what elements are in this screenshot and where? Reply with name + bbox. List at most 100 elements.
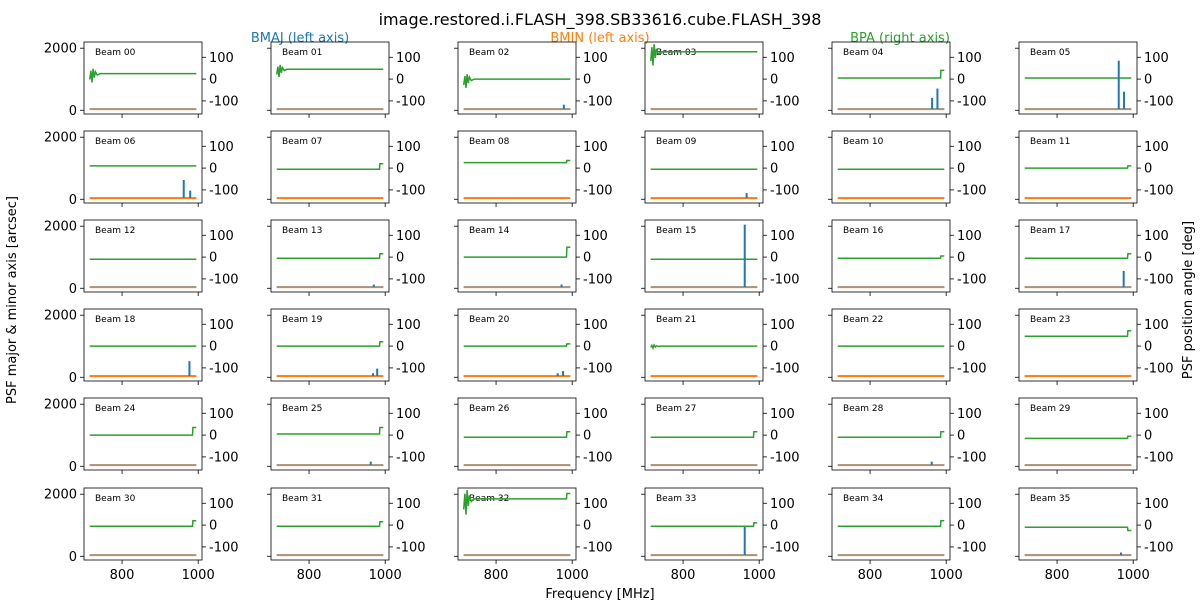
beam-panel: 100 0 -100 Beam 26: [454, 397, 613, 474]
right-tick-label: 0: [583, 251, 591, 266]
right-tick-label: 100: [583, 497, 608, 512]
right-tick-label: 0: [957, 519, 965, 534]
right-tick-label: -100: [583, 183, 613, 198]
bpa-line: [837, 519, 945, 527]
right-tick-label: 0: [1144, 162, 1152, 177]
beam-panel: 100 0 -100 Beam 04: [828, 41, 987, 118]
beam-panel: 0 2000 100 0 -100 Beam 06: [44, 130, 239, 208]
panel-frame: [1018, 219, 1138, 293]
right-tick-label: -100: [1144, 94, 1174, 109]
legend-bpa: BPA (right axis): [850, 31, 950, 46]
bpa-line: [1024, 165, 1132, 169]
beam-panel: 100 0 -100 Beam 11: [1015, 130, 1174, 207]
right-tick-label: 100: [209, 318, 234, 333]
right-tick-label: -100: [957, 94, 987, 109]
right-tick-label: 0: [396, 162, 404, 177]
left-tick-label: 2000: [44, 488, 77, 503]
beam-label: Beam 31: [282, 494, 322, 504]
right-tick-label: -100: [396, 272, 426, 287]
right-tick-label: -100: [1144, 272, 1174, 287]
beam-panel: 100 0 -100 Beam 15: [641, 219, 800, 296]
right-tick-label: 100: [770, 229, 795, 244]
panel-frame: [644, 219, 764, 293]
beam-label: Beam 11: [1030, 137, 1070, 147]
right-axis-label: PSF position angle [deg]: [1181, 221, 1196, 379]
beam-panel: 0 2000 100 0 -100 Beam 24: [44, 397, 239, 475]
right-tick-label: 100: [396, 51, 421, 66]
right-tick-label: 100: [396, 318, 421, 333]
right-tick-label: 0: [770, 73, 778, 88]
beam-panel: 100 0 -100 Beam 08: [454, 130, 613, 207]
right-tick-label: -100: [770, 361, 800, 376]
right-tick-label: 0: [957, 162, 965, 177]
right-tick-label: 0: [209, 340, 217, 355]
right-tick-label: -100: [209, 450, 239, 465]
chart-title: image.restored.i.FLASH_398.SB33616.cube.…: [379, 10, 822, 30]
right-tick-label: -100: [583, 361, 613, 376]
right-tick-label: 0: [209, 251, 217, 266]
right-tick-label: 100: [1144, 229, 1169, 244]
panel-frame: [644, 41, 764, 115]
right-tick-label: 100: [396, 229, 421, 244]
beam-panel: 100 0 -100 Beam 03: [641, 41, 800, 118]
beam-label: Beam 15: [656, 226, 696, 236]
left-tick-label: 0: [69, 460, 77, 475]
x-tick-label: 800: [671, 568, 696, 583]
bpa-line: [275, 64, 384, 78]
left-tick-label: 2000: [44, 398, 77, 413]
right-tick-label: -100: [957, 272, 987, 287]
right-tick-label: 0: [209, 162, 217, 177]
right-tick-label: 0: [957, 429, 965, 444]
beam-label: Beam 24: [95, 404, 136, 414]
beam-label: Beam 28: [843, 404, 884, 414]
right-tick-label: -100: [957, 450, 987, 465]
beam-label: Beam 06: [95, 137, 136, 147]
right-tick-label: -100: [583, 94, 613, 109]
right-tick-label: -100: [209, 361, 239, 376]
bpa-line: [276, 162, 384, 170]
beam-label: Beam 04: [843, 48, 884, 58]
right-tick-label: 100: [209, 229, 234, 244]
right-tick-label: 100: [770, 51, 795, 66]
left-tick-label: 0: [69, 371, 77, 386]
panel-frame: [270, 219, 390, 293]
beam-panel: 0 2000 100 0 -100 Beam 12: [44, 219, 239, 297]
beam-label: Beam 29: [1030, 404, 1071, 414]
right-tick-label: 100: [957, 497, 982, 512]
beam-panel: 100 0 -100 Beam 23: [1015, 308, 1174, 385]
right-tick-label: 100: [396, 407, 421, 422]
right-tick-label: 0: [209, 519, 217, 534]
right-tick-label: 0: [770, 162, 778, 177]
panel-frame: [270, 397, 390, 471]
bpa-line: [650, 431, 758, 439]
panel-frame: [831, 130, 951, 204]
right-tick-label: 0: [957, 340, 965, 355]
bpa-line: [463, 431, 571, 439]
right-tick-label: -100: [209, 183, 239, 198]
x-tick-label: 800: [110, 568, 135, 583]
right-tick-label: 100: [583, 140, 608, 155]
panel-frame: [1018, 41, 1138, 115]
panel-frame: [831, 397, 951, 471]
beam-label: Beam 23: [1030, 315, 1070, 325]
right-tick-label: 0: [583, 162, 591, 177]
bpa-line: [462, 74, 571, 88]
right-tick-label: 100: [770, 497, 795, 512]
beam-label: Beam 35: [1030, 494, 1070, 504]
bpa-line: [276, 521, 384, 527]
right-tick-label: -100: [396, 94, 426, 109]
left-tick-label: 0: [69, 104, 77, 119]
right-tick-label: 0: [396, 340, 404, 355]
right-tick-label: 0: [396, 251, 404, 266]
right-tick-label: -100: [770, 540, 800, 555]
right-tick-label: 100: [770, 407, 795, 422]
beam-panel: 100 0 -100 Beam 09: [641, 130, 800, 207]
left-tick-label: 2000: [44, 42, 77, 57]
beam-panel: 100 0 -100 Beam 28: [828, 397, 987, 474]
